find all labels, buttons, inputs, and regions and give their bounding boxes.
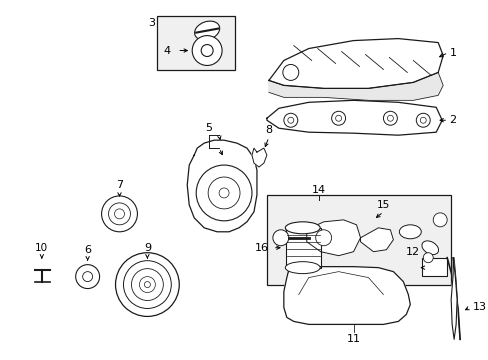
Circle shape xyxy=(108,203,130,225)
Text: 8: 8 xyxy=(265,125,272,135)
Text: 5: 5 xyxy=(205,123,212,133)
Bar xyxy=(285,228,320,267)
Circle shape xyxy=(115,253,179,316)
Circle shape xyxy=(201,45,213,57)
Text: 10: 10 xyxy=(35,243,48,253)
Circle shape xyxy=(282,64,298,80)
Text: 1: 1 xyxy=(449,48,456,58)
Circle shape xyxy=(432,213,446,227)
Ellipse shape xyxy=(285,262,320,274)
Circle shape xyxy=(192,36,222,66)
Bar xyxy=(422,258,446,276)
Ellipse shape xyxy=(421,241,438,255)
Circle shape xyxy=(283,113,297,127)
Circle shape xyxy=(114,209,124,219)
Circle shape xyxy=(219,188,228,198)
Text: 6: 6 xyxy=(84,245,91,255)
Circle shape xyxy=(82,272,92,282)
Polygon shape xyxy=(268,72,442,100)
Text: 13: 13 xyxy=(472,302,486,312)
Text: 4: 4 xyxy=(163,45,170,55)
Circle shape xyxy=(102,196,137,232)
Circle shape xyxy=(144,282,150,288)
Circle shape xyxy=(419,117,426,123)
Text: 3: 3 xyxy=(147,18,155,28)
Circle shape xyxy=(123,261,171,309)
Polygon shape xyxy=(450,258,456,339)
Bar xyxy=(157,16,235,71)
Text: 14: 14 xyxy=(311,185,325,195)
Polygon shape xyxy=(268,39,442,88)
Circle shape xyxy=(208,177,240,209)
Ellipse shape xyxy=(399,225,420,239)
Text: 16: 16 xyxy=(254,243,268,253)
Text: 9: 9 xyxy=(143,243,151,253)
Text: 11: 11 xyxy=(346,334,360,345)
Circle shape xyxy=(76,265,100,289)
Circle shape xyxy=(415,113,429,127)
Polygon shape xyxy=(251,148,266,167)
Polygon shape xyxy=(283,267,409,324)
Text: 2: 2 xyxy=(448,115,456,125)
Ellipse shape xyxy=(194,21,219,40)
Polygon shape xyxy=(306,220,360,256)
Text: 7: 7 xyxy=(116,180,123,190)
Circle shape xyxy=(131,269,163,301)
Circle shape xyxy=(383,111,397,125)
Circle shape xyxy=(196,165,251,221)
Text: 12: 12 xyxy=(406,247,419,257)
Circle shape xyxy=(423,253,432,263)
Circle shape xyxy=(315,230,331,246)
Circle shape xyxy=(386,115,392,121)
Circle shape xyxy=(139,276,155,293)
Bar xyxy=(266,195,450,284)
Circle shape xyxy=(272,230,288,246)
Text: 15: 15 xyxy=(376,200,389,210)
Circle shape xyxy=(335,115,341,121)
Polygon shape xyxy=(266,100,441,135)
Ellipse shape xyxy=(285,222,320,234)
Polygon shape xyxy=(187,140,256,232)
Polygon shape xyxy=(360,228,392,252)
Circle shape xyxy=(331,111,345,125)
Circle shape xyxy=(287,117,293,123)
